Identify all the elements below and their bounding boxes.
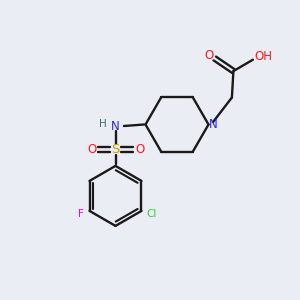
Text: H: H: [99, 118, 107, 129]
Text: O: O: [87, 143, 96, 156]
Text: OH: OH: [254, 50, 272, 63]
Text: N: N: [111, 119, 120, 133]
Text: O: O: [135, 143, 144, 156]
Text: F: F: [78, 209, 84, 219]
Text: S: S: [111, 143, 120, 156]
Text: O: O: [205, 49, 214, 62]
Text: N: N: [208, 118, 217, 131]
Text: Cl: Cl: [147, 209, 157, 219]
